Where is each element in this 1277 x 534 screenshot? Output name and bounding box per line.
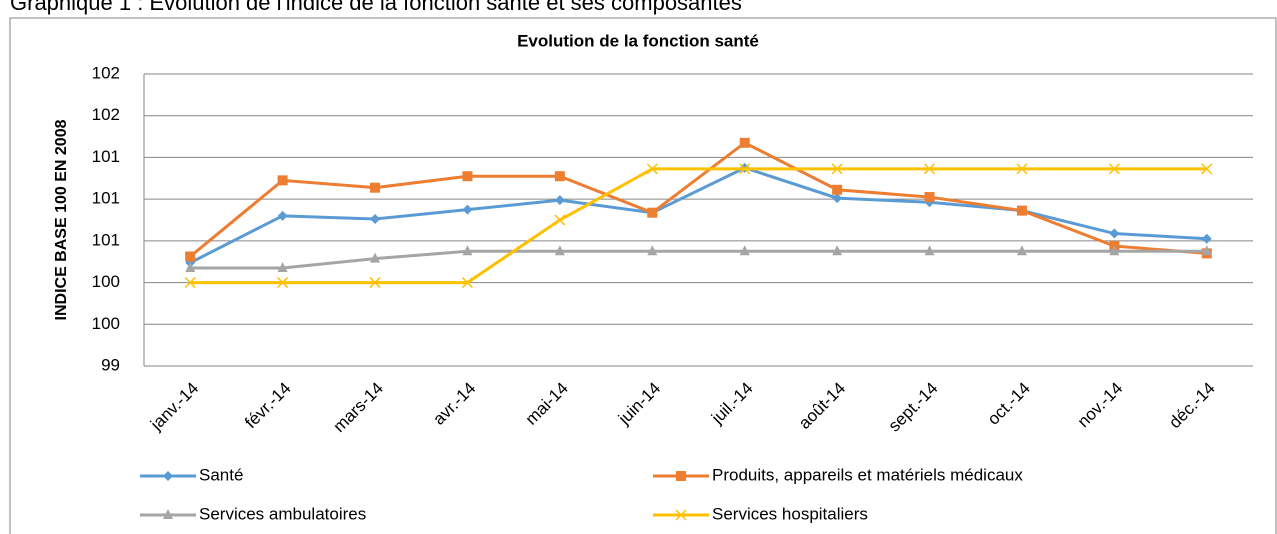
legend-label: Santé (199, 465, 243, 484)
marker (832, 184, 843, 195)
marker (462, 171, 473, 182)
legend-label: Produits, appareils et matériels médicau… (712, 465, 1023, 484)
marker (277, 277, 289, 289)
marker (1109, 245, 1120, 256)
legend-label: Services hospitaliers (712, 504, 868, 523)
chart-frame (9, 17, 1277, 534)
marker (1108, 163, 1120, 175)
marker (646, 163, 658, 175)
marker (739, 163, 751, 175)
marker (370, 252, 381, 263)
marker (184, 277, 196, 289)
marker (277, 261, 288, 272)
marker (554, 245, 565, 256)
marker (924, 163, 936, 175)
page-heading: Graphique 1 : Evolution de l'indice de l… (10, 0, 742, 15)
chart-title: Evolution de la fonction santé (517, 31, 759, 50)
y-tick-label: 99 (101, 355, 120, 374)
marker (554, 195, 565, 206)
marker (461, 277, 473, 289)
marker (1201, 245, 1212, 256)
legend-label: Services ambulatoires (199, 504, 366, 523)
marker (370, 182, 381, 193)
marker (185, 251, 196, 262)
marker (554, 214, 566, 226)
marker (462, 204, 473, 215)
marker (676, 471, 686, 481)
marker (554, 171, 565, 182)
marker (832, 193, 843, 204)
series-line (189, 141, 1207, 258)
marker (1109, 228, 1120, 239)
marker (163, 471, 173, 481)
y-tick-label: 100 (92, 272, 120, 291)
marker (1016, 245, 1027, 256)
marker (739, 137, 750, 148)
marker (832, 245, 843, 256)
marker (831, 163, 843, 175)
marker (924, 192, 935, 203)
marker (1201, 163, 1213, 175)
marker (675, 509, 687, 521)
marker (277, 210, 288, 221)
y-tick-label: 102 (92, 63, 120, 82)
marker (647, 245, 658, 256)
series-line (190, 167, 1207, 285)
marker (163, 509, 173, 519)
y-tick-label: 101 (92, 147, 120, 166)
marker (739, 245, 750, 256)
marker (647, 207, 658, 218)
marker (1201, 233, 1212, 244)
y-tick-label: 101 (92, 230, 120, 249)
marker (277, 175, 288, 186)
marker (924, 245, 935, 256)
y-axis-label: INDICE BASE 100 EN 2008 (53, 119, 70, 320)
marker (462, 245, 473, 256)
marker (1016, 205, 1027, 216)
y-tick-label: 101 (92, 189, 120, 208)
y-tick-label: 102 (92, 105, 120, 124)
y-tick-label: 100 (92, 314, 120, 333)
marker (1016, 163, 1028, 175)
series-line (189, 166, 1207, 265)
marker (185, 261, 196, 272)
marker (370, 213, 381, 224)
marker (369, 277, 381, 289)
series-line (190, 249, 1207, 270)
